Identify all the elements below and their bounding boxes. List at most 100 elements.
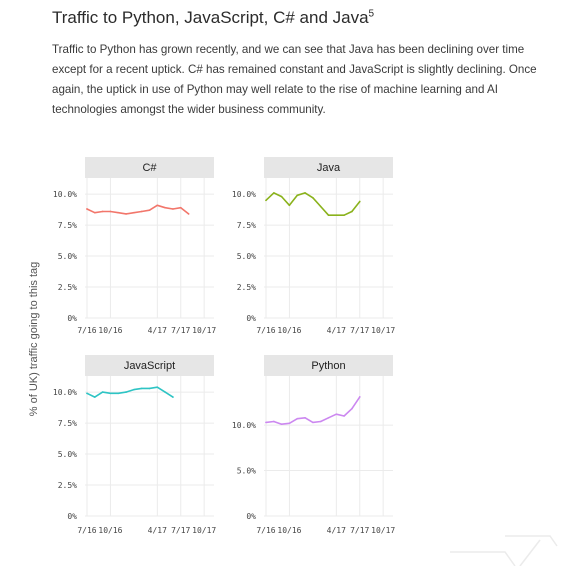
panel-title-python: Python [311,360,345,372]
y-axis-title: % of UK) traffic going to this tag [28,262,40,416]
y-tick-label: 0% [67,512,77,521]
data-point [296,194,299,197]
data-point [86,208,88,210]
panel-java: Java 7/16 10/16 4/17 7/17 10/17 0% 2.5% 5.0% 7.5%… [232,157,395,335]
data-point [296,417,299,420]
panel-csharp: C# 7/16 10/16 4/17 7/17 10/17 0% 2.5% 5.0% 7.5% 10… [53,157,216,335]
data-point [109,392,112,395]
y-tick-label: 5.0% [58,450,77,459]
x-tick-label: 10/17 [371,326,395,335]
data-point [140,387,143,390]
panel-python: Python 7/16 10/16 4/17 7/17 10/17 0% 5.0% 10.0% [232,355,395,535]
data-point [343,415,345,417]
x-tick-label: 10/17 [192,326,216,335]
x-tick-label: 7/17 [350,326,369,335]
data-point [187,213,190,215]
data-point [358,200,361,203]
data-point [351,210,353,213]
data-point [265,199,267,202]
data-point [94,211,96,214]
data-point [172,208,174,210]
page-title: Traffic to Python, JavaScript, C# and Ja… [52,8,374,28]
y-tick-label: 0% [67,314,77,323]
data-point [312,197,314,199]
data-point [117,392,120,395]
x-tick-label: 4/17 [327,526,346,535]
x-tick-label: 10/16 [98,326,122,335]
y-tick-label: 10.0% [232,421,256,430]
x-tick-label: 7/16 [77,526,96,535]
data-point [343,214,345,216]
data-point [327,214,330,216]
panel-header-javascript [85,355,214,376]
footnote-marker: 5 [368,8,375,20]
y-tick-label: 7.5% [58,419,77,428]
data-point [319,420,322,423]
data-point [140,210,143,213]
x-tick-label: 10/16 [98,526,122,535]
panel-header-python [264,355,393,376]
data-point [172,396,174,398]
title-text: Traffic to Python, JavaScript, C# and Ja… [52,8,369,27]
data-point [125,391,127,393]
panel-javascript: JavaScript 7/16 10/16 4/17 7/17 10/17 0% 2.5% 5.… [53,355,216,535]
data-point [133,388,135,391]
data-point [109,210,112,213]
y-tick-label: 7.5% [237,221,256,230]
data-point [304,417,306,419]
data-point [156,386,159,388]
y-tick-label: 2.5% [237,283,256,292]
data-point [156,204,159,207]
data-point [288,204,291,207]
panel-title-csharp: C# [142,162,157,174]
x-tick-label: 4/17 [148,326,167,335]
data-point [125,213,127,215]
series-line-javascript [86,386,174,398]
data-point [101,210,104,213]
x-tick-label: 7/16 [256,326,275,335]
data-point [319,205,322,208]
x-tick-label: 7/17 [350,526,369,535]
series-line-csharp [86,204,190,215]
data-point [280,423,283,425]
data-point [94,396,96,398]
y-tick-label: 10.0% [53,388,77,397]
x-tick-label: 10/16 [277,326,301,335]
data-point [351,407,353,410]
x-tick-label: 7/16 [256,526,275,535]
data-point [148,387,151,390]
data-point [288,422,291,425]
y-tick-label: 5.0% [58,252,77,261]
x-tick-label: 7/17 [171,326,190,335]
data-point [179,206,182,209]
data-point [273,420,275,423]
data-point [117,211,120,214]
panel-title-java: Java [317,162,341,174]
y-tick-label: 0% [246,314,256,323]
panel-header-csharp [85,157,214,178]
x-tick-label: 4/17 [327,326,346,335]
data-point [327,417,330,419]
y-tick-label: 5.0% [237,467,256,476]
data-point [312,421,314,424]
description-paragraph: Traffic to Python has grown recently, an… [52,43,537,116]
y-tick-label: 10.0% [53,190,77,199]
x-tick-label: 10/16 [277,526,301,535]
data-point [358,396,361,398]
y-tick-label: 2.5% [58,283,77,292]
data-point [164,391,166,393]
x-tick-label: 7/17 [171,526,190,535]
y-tick-label: 10.0% [232,190,256,199]
data-point [133,211,135,214]
y-tick-label: 0% [246,512,256,521]
data-point [86,392,88,395]
y-tick-label: 5.0% [237,252,256,261]
data-point [148,209,151,212]
data-point [164,206,166,209]
y-tick-label: 2.5% [58,481,77,490]
x-tick-label: 10/17 [371,526,395,535]
data-point [304,192,306,194]
data-point [273,192,275,194]
